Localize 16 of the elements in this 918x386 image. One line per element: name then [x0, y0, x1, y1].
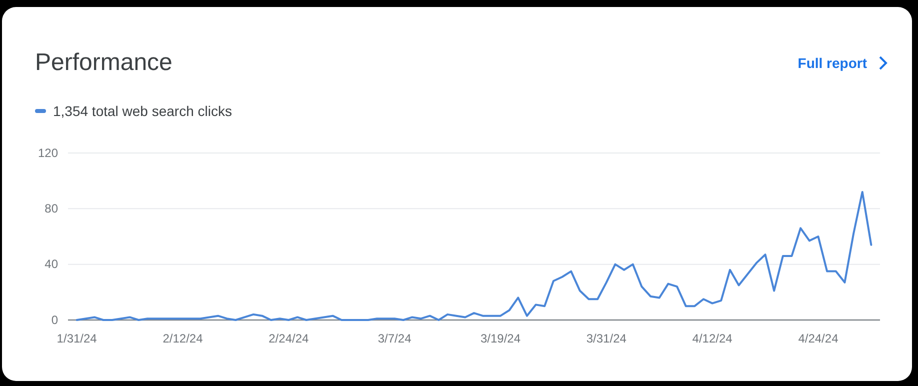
- x-tick-label: 3/31/24: [586, 332, 627, 346]
- text: Full report: [798, 55, 868, 71]
- y-tick-label: 80: [44, 202, 58, 216]
- x-tick-label: 3/7/24: [378, 332, 412, 346]
- x-tick-label: 1/31/24: [56, 332, 98, 346]
- legend-label: 1,354 total web search clicks: [53, 103, 232, 119]
- y-tick-label: 0: [51, 312, 58, 327]
- line-series: [76, 190, 872, 321]
- x-tick-label: 2/24/24: [268, 332, 309, 346]
- x-tick-label: 4/24/24: [798, 332, 839, 346]
- x-tick-label: 4/12/24: [692, 332, 733, 346]
- x-tick-label: 2/12/24: [162, 332, 204, 346]
- chart-title: Performance: [35, 49, 172, 76]
- y-tick-label: 40: [44, 257, 58, 272]
- x-tick-label: 3/19/24: [480, 332, 521, 346]
- y-tick-label: 120: [38, 146, 58, 160]
